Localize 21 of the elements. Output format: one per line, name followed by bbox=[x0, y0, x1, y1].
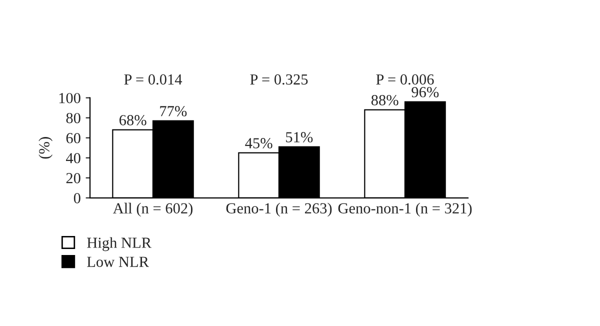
data-label: 77% bbox=[160, 106, 187, 116]
legend-label: High NLR bbox=[87, 237, 152, 252]
data-label: 45% bbox=[245, 138, 272, 148]
y-tick-label: 0 bbox=[74, 193, 80, 204]
x-tick-label: Geno-non-1 (n = 321) bbox=[338, 202, 472, 217]
text: P = 0.325 bbox=[250, 74, 308, 85]
y-tick-label: 20 bbox=[66, 173, 80, 184]
data-label: 51% bbox=[286, 132, 313, 142]
text: P = 0.006 bbox=[376, 74, 434, 85]
y-tick-label: 100 bbox=[59, 92, 80, 104]
x-tick-label: All (n = 602) bbox=[112, 202, 192, 217]
y-tick-label: 40 bbox=[66, 152, 80, 164]
data-label: 88% bbox=[371, 95, 398, 106]
data-label: 68% bbox=[119, 115, 146, 126]
legend-label: Low NLR bbox=[87, 256, 149, 267]
data-label: 96% bbox=[412, 87, 439, 98]
y-tick-label: 60 bbox=[66, 132, 80, 144]
x-tick-label: Geno-1 (n = 263) bbox=[226, 202, 332, 217]
y-tick-label: 80 bbox=[66, 112, 80, 124]
y-axis-title: (%) bbox=[38, 137, 52, 159]
text: P = 0.014 bbox=[124, 74, 182, 85]
